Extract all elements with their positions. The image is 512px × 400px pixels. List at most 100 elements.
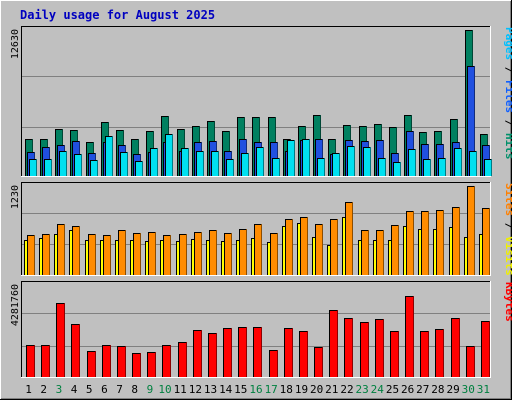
- bar: [179, 234, 187, 275]
- x-tick-label: 27: [416, 383, 429, 396]
- bar-pages-3-29: [454, 148, 462, 176]
- bar: [469, 151, 477, 176]
- bar-kbytes-1-14: [223, 328, 232, 377]
- x-tick-label: 12: [189, 383, 202, 396]
- bar-kbytes-1-5: [87, 351, 96, 377]
- bar: [408, 149, 416, 176]
- bar: [254, 224, 262, 275]
- bar: [344, 318, 353, 377]
- bar-pages-3-23: [363, 147, 371, 176]
- bar-kbytes-1-7: [117, 346, 126, 377]
- bar-sites-2-12: [194, 232, 202, 275]
- bar: [223, 328, 232, 377]
- bar-pages-3-7: [120, 152, 128, 176]
- bar: [26, 345, 35, 377]
- bar-sites-2-19: [300, 217, 308, 275]
- bar-kbytes-1-21: [329, 310, 338, 377]
- bar-sites-2-17: [270, 233, 278, 275]
- bar: [285, 219, 293, 275]
- bar: [314, 347, 323, 377]
- bar: [239, 229, 247, 275]
- bar: [72, 226, 80, 275]
- bar-kbytes-1-22: [344, 318, 353, 377]
- bar: [162, 345, 171, 377]
- bar-kbytes-1-19: [299, 331, 308, 377]
- bar: [330, 219, 338, 275]
- y-max-label: 12630: [10, 29, 21, 59]
- x-tick-label: 3: [56, 383, 63, 396]
- bar: [435, 329, 444, 377]
- bar: [284, 328, 293, 377]
- bar: [196, 151, 204, 176]
- bar: [347, 146, 355, 176]
- bar-sites-2-23: [361, 230, 369, 275]
- bar: [120, 152, 128, 176]
- bar: [193, 330, 202, 377]
- bar-kbytes-1-24: [375, 319, 384, 377]
- bar: [163, 235, 171, 275]
- bar: [329, 310, 338, 377]
- bar-pages-3-5: [90, 160, 98, 176]
- side-legend-part: Pages: [503, 27, 512, 60]
- bar-pages-3-20: [317, 158, 325, 176]
- bar-pages-3-9: [150, 148, 158, 176]
- bar-sites-2-11: [179, 234, 187, 275]
- chart-panels: 12630 Pages / Files / Hits 1230 Sites / Vis…: [10, 26, 512, 378]
- bar: [105, 136, 113, 176]
- bar-kbytes-1-18: [284, 328, 293, 377]
- bar-kbytes-1-2: [41, 345, 50, 377]
- bar: [378, 158, 386, 176]
- bar: [361, 230, 369, 275]
- bar-sites-2-26: [406, 211, 414, 275]
- bar-kbytes-1-12: [193, 330, 202, 377]
- bar-kbytes-1-13: [208, 333, 217, 377]
- side-legend: KBytes: [503, 282, 512, 322]
- bar-pages-3-22: [347, 146, 355, 176]
- bar-pages-3-12: [196, 151, 204, 176]
- bar: [42, 234, 50, 275]
- bar: [272, 158, 280, 176]
- bar: [87, 351, 96, 377]
- bar: [88, 234, 96, 275]
- bar: [484, 159, 492, 176]
- bar-pages-3-6: [105, 136, 113, 176]
- bar-pages-3-11: [181, 148, 189, 176]
- bar: [389, 127, 397, 176]
- bar: [59, 151, 67, 176]
- bar-kbytes-1-25: [390, 331, 399, 377]
- side-legend-part: /: [503, 113, 512, 133]
- bar-kbytes-1-30: [466, 346, 475, 377]
- bar: [29, 159, 37, 176]
- bar: [241, 153, 249, 176]
- bar-sites-2-5: [88, 234, 96, 275]
- x-axis-labels: 1 2 3 4 5 6 7 8 9 10 11 12 13 14 15 16 17 18 19 20 21 22 23 24 2…: [25, 383, 490, 396]
- x-tick-label: 15: [234, 383, 247, 396]
- bar-pages-3-1: [29, 159, 37, 176]
- bar-sites-2-14: [224, 233, 232, 275]
- panel-3: 4281760 KBytes: [10, 281, 512, 378]
- bar-sites-2-7: [118, 230, 126, 275]
- chart-title: Daily usage for August 2025: [20, 8, 215, 22]
- bar-kbytes-1-11: [178, 342, 187, 377]
- bar: [74, 154, 82, 176]
- bar-sites-2-13: [209, 230, 217, 275]
- bar-kbytes-1-3: [56, 303, 65, 377]
- bar-pages-3-10: [165, 134, 173, 176]
- bar: [226, 159, 234, 176]
- x-tick-label: 9: [147, 383, 154, 396]
- bar-pages-3-8: [135, 161, 143, 176]
- bar-sites-2-2: [42, 234, 50, 275]
- bar: [375, 319, 384, 377]
- bar-sites-2-21: [330, 219, 338, 275]
- x-tick-label: 16: [249, 383, 262, 396]
- bar: [317, 158, 325, 176]
- bar-sites-2-1: [27, 235, 35, 275]
- bar-kbytes-1-29: [451, 318, 460, 377]
- bar: [148, 232, 156, 275]
- x-tick-label: 24: [371, 383, 385, 396]
- bar-pages-3-2: [44, 159, 52, 176]
- x-tick-label: 20: [310, 383, 323, 396]
- x-tick-label: 14: [219, 383, 233, 396]
- bar: [390, 331, 399, 377]
- bar-pages-3-27: [423, 159, 431, 176]
